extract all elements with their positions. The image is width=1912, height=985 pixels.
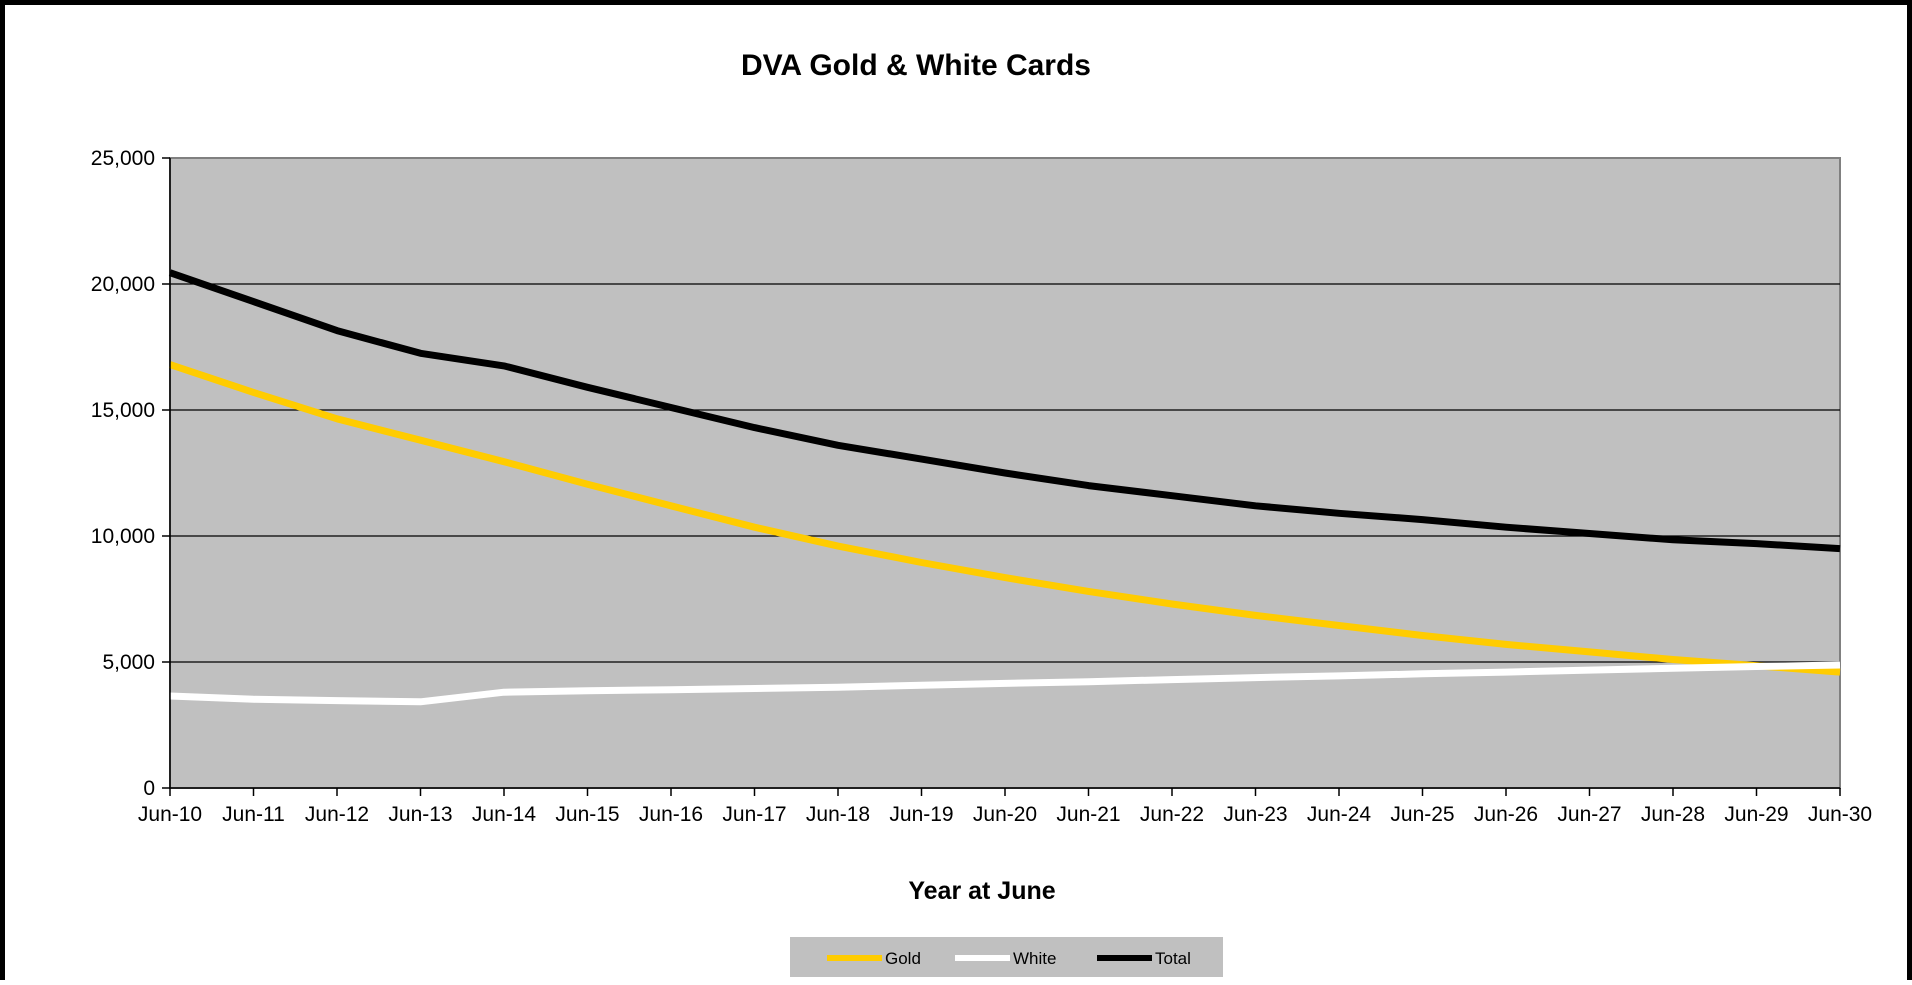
x-tick-label: Jun-14 <box>472 803 537 826</box>
x-tick-label: Jun-20 <box>973 803 1037 826</box>
y-tick-label: 10,000 <box>91 525 155 548</box>
x-tick-label: Jun-19 <box>889 803 953 826</box>
x-tick-label: Jun-30 <box>1808 803 1872 826</box>
x-axis-title: Year at June <box>908 877 1055 905</box>
x-tick-label: Jun-23 <box>1223 803 1287 826</box>
series-line-total <box>168 269 1841 553</box>
y-tick-labels: 0 5,000 10,000 15,000 20,000 25,000 <box>91 147 155 800</box>
series-line-white <box>169 661 1841 706</box>
chart-svg: DVA Gold & White Cards 0 5,000 10,000 15,00… <box>91 49 1872 977</box>
x-tick-label: Jun-11 <box>222 803 285 826</box>
series-line-gold <box>168 361 1841 676</box>
x-tick-label: Jun-26 <box>1474 803 1538 826</box>
y-tick-label: 20,000 <box>91 273 155 296</box>
axes <box>162 157 1841 796</box>
x-tick-label: Jun-13 <box>388 803 452 826</box>
x-tick-label: Jun-21 <box>1056 803 1120 826</box>
x-tick-label: Jun-12 <box>305 803 369 826</box>
x-tick-label: Jun-29 <box>1724 803 1788 826</box>
legend-label-total: Total <box>1155 949 1191 968</box>
x-tick-label: Jun-27 <box>1557 803 1621 826</box>
y-tick-label: 25,000 <box>91 147 155 170</box>
x-tick-label: Jun-28 <box>1641 803 1705 826</box>
x-tick-label: Jun-17 <box>722 803 786 826</box>
x-tick-label: Jun-16 <box>639 803 703 826</box>
legend-label-white: White <box>1013 949 1056 968</box>
grid-lines <box>170 283 1840 663</box>
x-tick-label: Jun-25 <box>1390 803 1454 826</box>
x-tick-label: Jun-24 <box>1307 803 1372 826</box>
y-tick-label: 0 <box>143 777 155 800</box>
series-layer <box>168 269 1841 706</box>
legend-label-gold: Gold <box>885 949 921 968</box>
x-tick-label: Jun-22 <box>1140 803 1204 826</box>
x-tick-label: Jun-18 <box>806 803 870 826</box>
chart-title: DVA Gold & White Cards <box>741 49 1091 82</box>
y-tick-label: 15,000 <box>91 399 155 422</box>
x-tick-labels: Jun-10 Jun-11 Jun-12 Jun-13 Jun-14 Jun-15 Jun-… <box>138 803 1872 826</box>
legend: Gold White Total <box>790 937 1223 977</box>
x-tick-label: Jun-15 <box>555 803 619 826</box>
y-tick-label: 5,000 <box>102 651 155 674</box>
x-tick-label: Jun-10 <box>138 803 202 826</box>
